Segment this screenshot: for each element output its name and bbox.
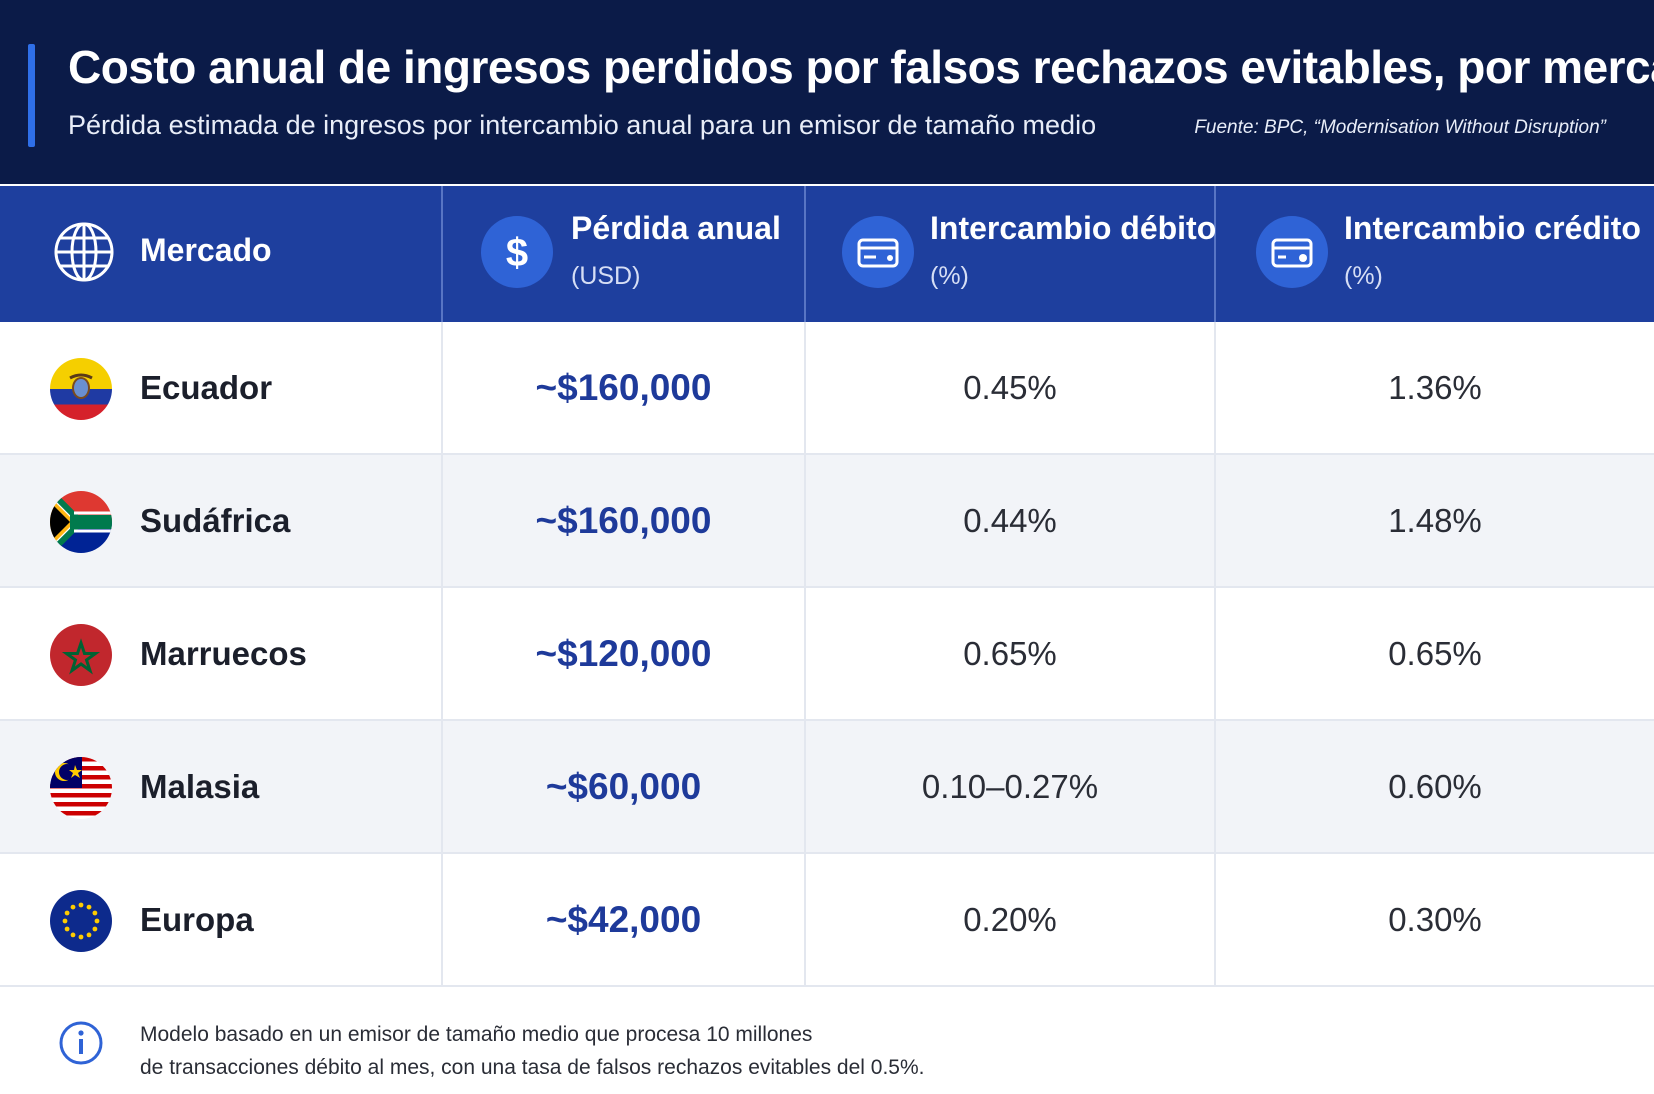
loss-cell: ~$42,000 xyxy=(443,854,806,985)
table-row: Marruecos ~$120,000 0.65% 0.65% xyxy=(0,588,1654,721)
credit-card-icon xyxy=(1256,216,1328,288)
loss-value: ~$42,000 xyxy=(545,898,702,940)
debit-cell: 0.45% xyxy=(806,322,1216,453)
debit-value: 0.10–0.27% xyxy=(921,767,1099,805)
page-title: Costo anual de ingresos perdidos por fal… xyxy=(68,41,1654,93)
column-header-credit: Intercambio crédito (%) xyxy=(1216,186,1654,322)
column-sub-credit: (%) xyxy=(1344,262,1383,290)
footnote-line-1: Modelo basado en un emisor de tamaño med… xyxy=(140,1023,813,1046)
debit-card-icon xyxy=(842,216,914,288)
column-sub-loss: (USD) xyxy=(571,262,641,290)
loss-value: ~$160,000 xyxy=(535,499,712,541)
market-name: Sudáfrica xyxy=(140,502,291,539)
debit-cell: 0.20% xyxy=(806,854,1216,985)
column-label-debit: Intercambio débito xyxy=(930,210,1217,246)
debit-cell: 0.65% xyxy=(806,588,1216,719)
loss-cell: ~$160,000 xyxy=(443,455,806,586)
table-header: Mercado $ Pérdida anual (USD) Intercambi… xyxy=(0,186,1654,322)
debit-cell: 0.10–0.27% xyxy=(806,721,1216,852)
table-row: Ecuador ~$160,000 0.45% 1.36% xyxy=(0,322,1654,455)
loss-cell: ~$120,000 xyxy=(443,588,806,719)
market-name: Ecuador xyxy=(140,369,273,406)
footnote: Modelo basado en un emisor de tamaño med… xyxy=(140,1018,924,1084)
loss-value: ~$160,000 xyxy=(535,366,712,408)
table-row: Malasia ~$60,000 0.10–0.27% 0.60% xyxy=(0,721,1654,854)
svg-text:$: $ xyxy=(506,231,528,275)
accent-bar xyxy=(28,44,35,147)
column-label-loss: Pérdida anual xyxy=(571,210,781,246)
market-cell: Malasia xyxy=(0,721,443,852)
column-label-credit: Intercambio crédito xyxy=(1344,210,1641,246)
south-africa-flag-icon xyxy=(50,491,112,553)
page-subtitle: Pérdida estimada de ingresos por interca… xyxy=(68,110,1097,140)
credit-cell: 1.48% xyxy=(1216,455,1654,586)
market-cell: Europa xyxy=(0,854,443,985)
credit-value: 1.36% xyxy=(1388,368,1482,406)
debit-cell: 0.44% xyxy=(806,455,1216,586)
market-cell: Ecuador xyxy=(0,322,443,453)
debit-value: 0.45% xyxy=(963,368,1057,406)
morocco-flag-icon xyxy=(50,624,112,686)
table-row: Europa ~$42,000 0.20% 0.30% xyxy=(0,854,1654,987)
credit-value: 0.30% xyxy=(1388,900,1482,938)
column-label-market: Mercado xyxy=(140,232,272,268)
market-name: Malasia xyxy=(140,768,260,805)
column-header-market: Mercado xyxy=(0,186,443,322)
table-row: Sudáfrica ~$160,000 0.44% 1.48% xyxy=(0,455,1654,588)
market-name: Europa xyxy=(140,901,254,938)
credit-value: 1.48% xyxy=(1388,501,1482,539)
footnote-line-2: de transacciones débito al mes, con una … xyxy=(140,1056,925,1079)
credit-value: 0.65% xyxy=(1388,634,1482,672)
market-name: Marruecos xyxy=(140,635,307,672)
debit-value: 0.20% xyxy=(963,900,1057,938)
column-header-loss: $ Pérdida anual (USD) xyxy=(443,186,806,322)
info-icon xyxy=(58,1020,104,1066)
loss-cell: ~$60,000 xyxy=(443,721,806,852)
credit-cell: 0.30% xyxy=(1216,854,1654,985)
malaysia-flag-icon xyxy=(50,757,112,819)
credit-value: 0.60% xyxy=(1388,767,1482,805)
credit-cell: 0.60% xyxy=(1216,721,1654,852)
debit-value: 0.44% xyxy=(963,501,1057,539)
market-cell: Sudáfrica xyxy=(0,455,443,586)
globe-icon xyxy=(50,218,118,286)
loss-value: ~$60,000 xyxy=(545,765,702,807)
credit-cell: 0.65% xyxy=(1216,588,1654,719)
credit-cell: 1.36% xyxy=(1216,322,1654,453)
source-note: Fuente: BPC, “Modernisation Without Disr… xyxy=(1194,117,1606,138)
loss-cell: ~$160,000 xyxy=(443,322,806,453)
header-banner: Costo anual de ingresos perdidos por fal… xyxy=(0,0,1654,184)
column-header-debit: Intercambio débito (%) xyxy=(806,186,1216,322)
market-cell: Marruecos xyxy=(0,588,443,719)
dollar-icon: $ xyxy=(481,216,553,288)
ecuador-flag-icon xyxy=(50,358,112,420)
eu-flag-icon xyxy=(50,890,112,952)
loss-value: ~$120,000 xyxy=(535,632,712,674)
debit-value: 0.65% xyxy=(963,634,1057,672)
column-sub-debit: (%) xyxy=(930,262,969,290)
